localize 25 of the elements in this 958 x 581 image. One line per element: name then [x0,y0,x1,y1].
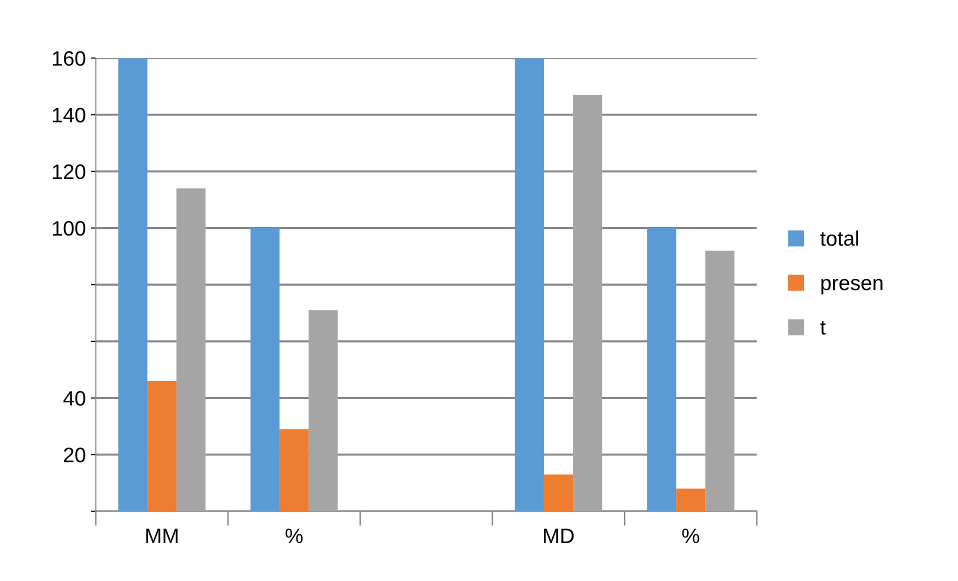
legend-label: t [820,321,826,335]
bar [705,250,734,512]
bar [573,94,602,512]
bar [118,58,148,512]
y-tick-label: 100 [52,221,86,236]
bar [676,488,706,512]
x-tick-label: % [682,528,700,544]
bar [147,380,176,512]
bar [176,188,206,512]
x-tick-label: MM [146,528,178,544]
bar [250,228,280,512]
y-tick-label: 160 [52,51,86,66]
bar [308,310,338,512]
legend-label: total [820,230,858,246]
bar [280,429,309,512]
y-tick-label: 140 [52,108,86,122]
bar [544,474,574,512]
x-tick-label: % [286,528,303,544]
y-tick-label: 120 [52,164,86,180]
bar [514,58,544,512]
x-tick-label: MD [544,528,574,544]
y-tick-label: 20 [64,448,86,462]
bar [647,228,676,512]
y-tick-label: 40 [63,390,86,406]
legend-label: presen [821,278,882,294]
